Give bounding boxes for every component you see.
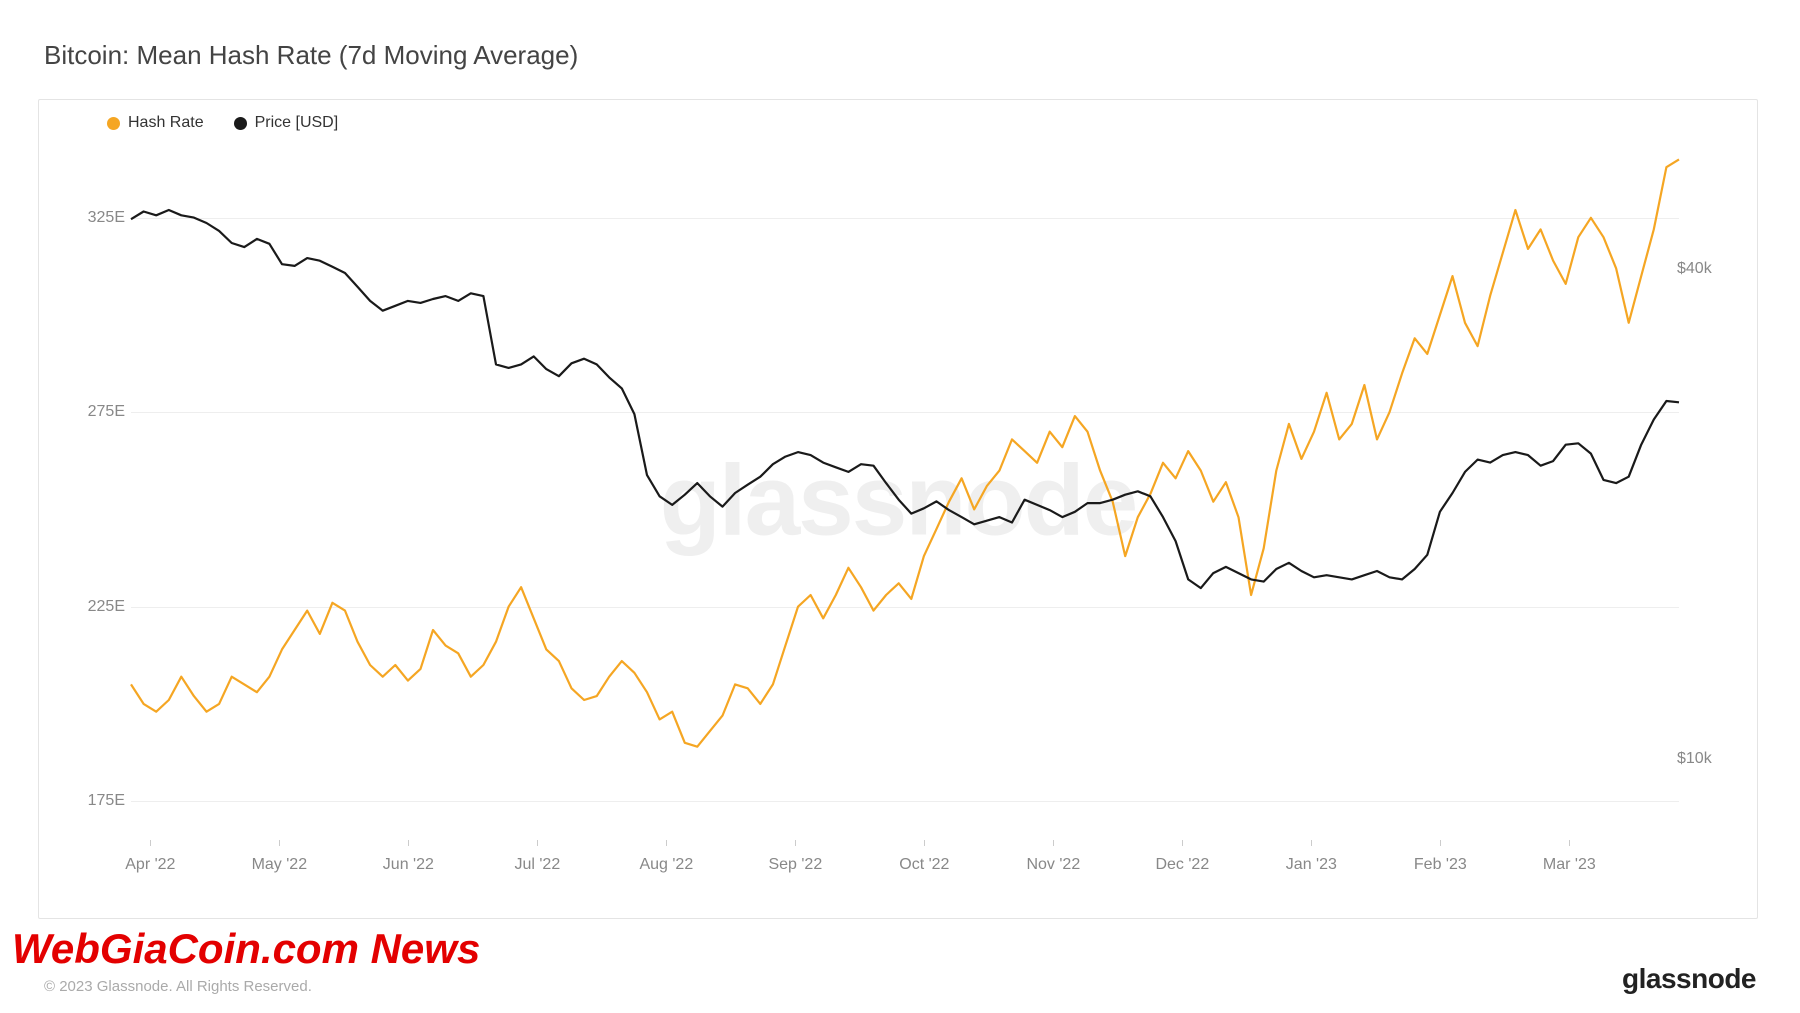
x-tick — [795, 840, 796, 846]
y-right-tick-label: $10k — [1677, 750, 1727, 768]
x-tick — [1440, 840, 1441, 846]
x-tick-label: Dec '22 — [1155, 856, 1209, 874]
chart-lines-svg — [131, 140, 1679, 840]
x-tick — [537, 840, 538, 846]
legend-dot-hash-rate — [107, 117, 120, 130]
brand-logo: glassnode — [1622, 963, 1756, 995]
y-left-tick-label: 175E — [75, 792, 125, 810]
legend-item-price: Price [USD] — [234, 114, 339, 132]
x-tick-label: Jul '22 — [514, 856, 560, 874]
x-tick-label: May '22 — [252, 856, 308, 874]
y-left-tick-label: 325E — [75, 209, 125, 227]
x-tick-label: Oct '22 — [899, 856, 949, 874]
x-tick-label: Sep '22 — [768, 856, 822, 874]
y-right-tick-label: $40k — [1677, 260, 1727, 278]
x-tick-label: Aug '22 — [639, 856, 693, 874]
x-tick-label: Nov '22 — [1026, 856, 1080, 874]
legend-dot-price — [234, 117, 247, 130]
x-tick — [279, 840, 280, 846]
x-tick — [1182, 840, 1183, 846]
x-tick — [150, 840, 151, 846]
copyright-text: © 2023 Glassnode. All Rights Reserved. — [44, 978, 312, 995]
x-tick-label: Feb '23 — [1414, 856, 1467, 874]
y-left-tick-label: 225E — [75, 598, 125, 616]
legend-item-hash-rate: Hash Rate — [107, 114, 204, 132]
x-tick-label: Jan '23 — [1286, 856, 1337, 874]
legend-label-price: Price [USD] — [255, 114, 339, 132]
chart-container: Hash Rate Price [USD] glassnode 175E225E… — [38, 99, 1758, 919]
overlay-news-text: WebGiaCoin.com News — [12, 925, 480, 973]
x-tick-label: Mar '23 — [1543, 856, 1596, 874]
plot-area — [131, 140, 1679, 840]
legend: Hash Rate Price [USD] — [107, 114, 338, 132]
x-tick — [408, 840, 409, 846]
x-tick — [1311, 840, 1312, 846]
x-tick — [1569, 840, 1570, 846]
x-tick-label: Jun '22 — [383, 856, 434, 874]
legend-label-hash-rate: Hash Rate — [128, 114, 204, 132]
x-tick — [666, 840, 667, 846]
x-tick — [1053, 840, 1054, 846]
x-tick — [924, 840, 925, 846]
hash-rate-line — [131, 159, 1679, 746]
x-tick-label: Apr '22 — [125, 856, 175, 874]
chart-title: Bitcoin: Mean Hash Rate (7d Moving Avera… — [44, 40, 1762, 71]
price-line — [131, 210, 1679, 588]
y-left-tick-label: 275E — [75, 403, 125, 421]
